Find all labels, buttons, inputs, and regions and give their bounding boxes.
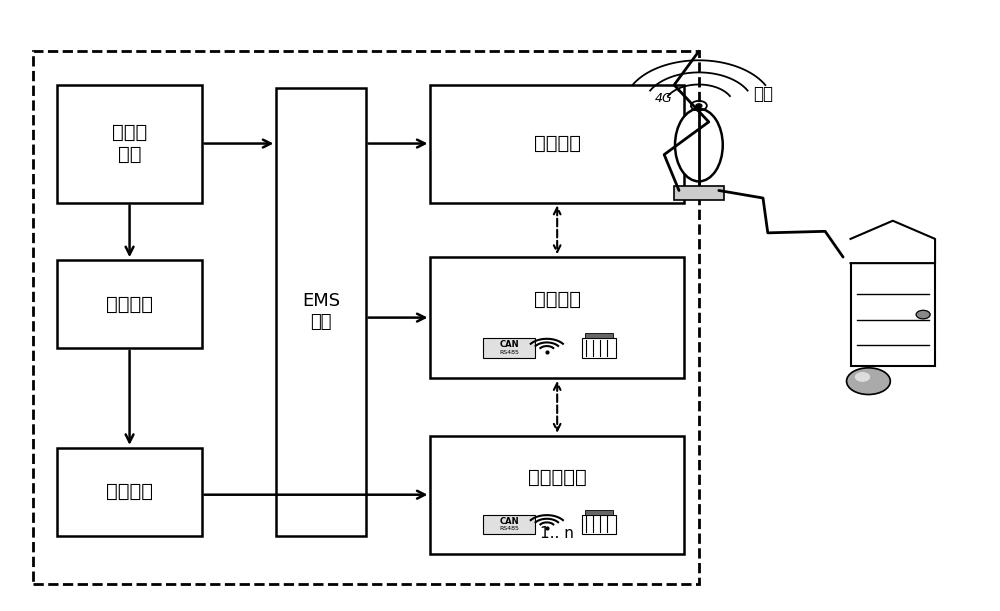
Bar	[483, 514, 535, 534]
Text: 太阳能
电池: 太阳能 电池	[112, 123, 147, 164]
Bar	[851, 263, 935, 366]
Polygon shape	[851, 221, 935, 263]
Text: 储能模块: 储能模块	[106, 482, 153, 501]
Bar	[430, 436, 684, 554]
Text: CAN: CAN	[499, 340, 519, 349]
Text: 1.. n: 1.. n	[540, 526, 574, 541]
Bar	[674, 186, 724, 200]
Text: RS485: RS485	[499, 349, 519, 354]
Bar	[483, 338, 535, 357]
Text: ◦: ◦	[676, 86, 681, 95]
Bar	[585, 334, 613, 338]
Text: EMS
模块: EMS 模块	[302, 292, 340, 331]
Bar	[57, 260, 202, 348]
Bar	[57, 448, 202, 536]
Circle shape	[696, 104, 702, 108]
Text: 充电模块: 充电模块	[106, 295, 153, 313]
Bar	[33, 51, 699, 584]
Text: 4G: 4G	[654, 92, 672, 104]
Text: 无线: 无线	[754, 84, 774, 103]
Text: 数据传感器: 数据传感器	[528, 467, 587, 486]
Bar	[585, 510, 613, 514]
Bar	[582, 514, 616, 534]
Text: 通信模块: 通信模块	[534, 134, 581, 153]
Bar	[430, 84, 684, 203]
Circle shape	[856, 373, 869, 381]
Text: 主控模块: 主控模块	[534, 290, 581, 309]
Ellipse shape	[675, 109, 723, 181]
Text: RS485: RS485	[499, 526, 519, 531]
Bar	[276, 87, 366, 536]
Bar	[582, 338, 616, 357]
Circle shape	[847, 368, 890, 395]
Circle shape	[916, 310, 930, 319]
Bar	[57, 84, 202, 203]
Bar	[430, 257, 684, 378]
Text: CAN: CAN	[499, 517, 519, 525]
